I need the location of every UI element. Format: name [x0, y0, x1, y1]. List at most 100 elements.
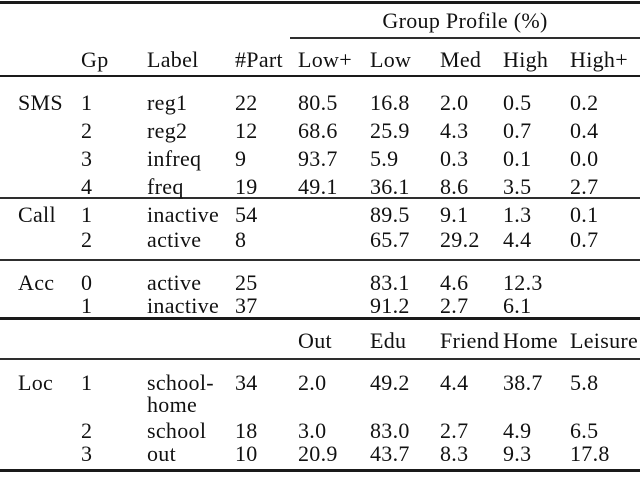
col-header-leisure: Leisure: [570, 328, 639, 353]
value-cell: 5.8: [570, 370, 599, 395]
label-cell: out: [147, 441, 177, 466]
col-header-low: Low: [370, 47, 412, 72]
col-header-med: Med: [440, 47, 482, 72]
gp-cell: 1: [81, 90, 93, 115]
part-cell: 37: [235, 293, 258, 318]
value-cell: 93.7: [298, 146, 338, 171]
col-header-home: Home: [503, 328, 558, 353]
table-row: Call 1 inactive 54 89.5 9.1 1.3 0.1: [0, 204, 640, 226]
section-label: Acc: [18, 270, 55, 295]
sms-section-rule: [0, 197, 640, 199]
value-cell: 0.5: [503, 90, 532, 115]
part-cell: 12: [235, 118, 258, 143]
value-cell: 20.9: [298, 441, 338, 466]
section-label: Call: [18, 202, 56, 227]
part-cell: 18: [235, 418, 258, 443]
value-cell: 5.9: [370, 146, 399, 171]
table-row: 2 reg2 12 68.6 25.9 4.3 0.7 0.4: [0, 120, 640, 142]
gp-cell: 3: [81, 146, 93, 171]
col-header-part: #Part: [235, 47, 283, 72]
table-row: 2 active 8 65.7 29.2 4.4 0.7: [0, 229, 640, 251]
part-cell: 19: [235, 174, 258, 199]
value-cell: 3.0: [298, 418, 327, 443]
value-cell: 4.4: [440, 370, 469, 395]
value-cell: 0.3: [440, 146, 469, 171]
value-cell: 9.3: [503, 441, 532, 466]
value-cell: 49.2: [370, 370, 410, 395]
part-cell: 10: [235, 441, 258, 466]
table-row: Loc 1 school-home 34 2.0 49.2 4.4 38.7 5…: [0, 372, 640, 416]
value-cell: 89.5: [370, 202, 410, 227]
value-cell: 80.5: [298, 90, 338, 115]
label-cell: active: [147, 270, 202, 295]
section-label: Loc: [18, 370, 54, 395]
part-cell: 9: [235, 146, 247, 171]
table-row: 3 out 10 20.9 43.7 8.3 9.3 17.8: [0, 443, 640, 465]
value-cell: 25.9: [370, 118, 410, 143]
col-header-high: High: [503, 47, 549, 72]
group-profile-title: Group Profile (%): [382, 8, 548, 33]
section-label: SMS: [18, 90, 63, 115]
col-header-highplus: High+: [570, 47, 628, 72]
value-cell: 16.8: [370, 90, 410, 115]
value-cell: 68.6: [298, 118, 338, 143]
label-cell: infreq: [147, 146, 202, 171]
gp-cell: 1: [81, 370, 93, 395]
table-row: 2 school 18 3.0 83.0 2.7 4.9 6.5: [0, 420, 640, 442]
gp-cell: 3: [81, 441, 93, 466]
value-cell: 38.7: [503, 370, 543, 395]
table-row: 3 infreq 9 93.7 5.9 0.3 0.1 0.0: [0, 148, 640, 170]
value-cell: 36.1: [370, 174, 410, 199]
value-cell: 2.0: [440, 90, 469, 115]
value-cell: 2.7: [570, 174, 599, 199]
value-cell: 12.3: [503, 270, 543, 295]
label-cell: active: [147, 227, 202, 252]
value-cell: 9.1: [440, 202, 469, 227]
col-header-out: Out: [298, 328, 332, 353]
label-cell: inactive: [147, 202, 220, 227]
value-cell: 4.9: [503, 418, 532, 443]
value-cell: 2.7: [440, 418, 469, 443]
label-cell: school-home: [147, 370, 214, 417]
part-cell: 22: [235, 90, 258, 115]
value-cell: 4.6: [440, 270, 469, 295]
value-cell: 6.5: [570, 418, 599, 443]
part-cell: 25: [235, 270, 258, 295]
col-header-gp: Gp: [81, 47, 109, 72]
value-cell: 0.4: [570, 118, 599, 143]
value-cell: 3.5: [503, 174, 532, 199]
call-section-rule: [0, 259, 640, 261]
table-row: 4 freq 19 49.1 36.1 8.6 3.5 2.7: [0, 176, 640, 198]
value-cell: 4.4: [503, 227, 532, 252]
value-cell: 83.1: [370, 270, 410, 295]
value-cell: 43.7: [370, 441, 410, 466]
value-cell: 6.1: [503, 293, 532, 318]
gp-cell: 2: [81, 118, 93, 143]
label-cell: reg2: [147, 118, 188, 143]
value-cell: 0.1: [570, 202, 599, 227]
column-header-row-2: Out Edu Friend Home Leisure: [0, 330, 640, 352]
top-rule: [0, 1, 640, 4]
column-header-row: Gp Label #Part Low+ Low Med High High+: [0, 49, 640, 71]
col-header-edu: Edu: [370, 328, 407, 353]
gp-cell: 2: [81, 418, 93, 443]
label-cell: reg1: [147, 90, 188, 115]
label-cell: school: [147, 418, 207, 443]
value-cell: 2.0: [298, 370, 327, 395]
value-cell: 49.1: [298, 174, 338, 199]
bottom-rule: [0, 469, 640, 472]
gp-cell: 0: [81, 270, 93, 295]
value-cell: 17.8: [570, 441, 610, 466]
part-cell: 54: [235, 202, 258, 227]
header-rule: [0, 75, 640, 77]
group-profile-title-row: Group Profile (%): [0, 10, 640, 32]
group-profile-underline: [290, 37, 640, 39]
gp-cell: 2: [81, 227, 93, 252]
gp-cell: 4: [81, 174, 93, 199]
value-cell: 0.7: [503, 118, 532, 143]
value-cell: 8.3: [440, 441, 469, 466]
table-row: 1 inactive 37 91.2 2.7 6.1: [0, 295, 640, 317]
value-cell: 0.0: [570, 146, 599, 171]
col-header-friend: Friend: [440, 328, 500, 353]
